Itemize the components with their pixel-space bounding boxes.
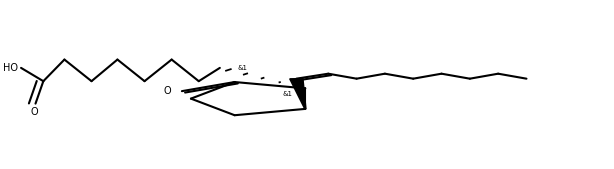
Text: &1: &1 — [282, 91, 292, 98]
Text: &1: &1 — [238, 65, 248, 71]
Polygon shape — [290, 79, 306, 109]
Text: O: O — [163, 86, 171, 96]
Text: O: O — [31, 107, 38, 117]
Text: HO: HO — [3, 63, 18, 73]
